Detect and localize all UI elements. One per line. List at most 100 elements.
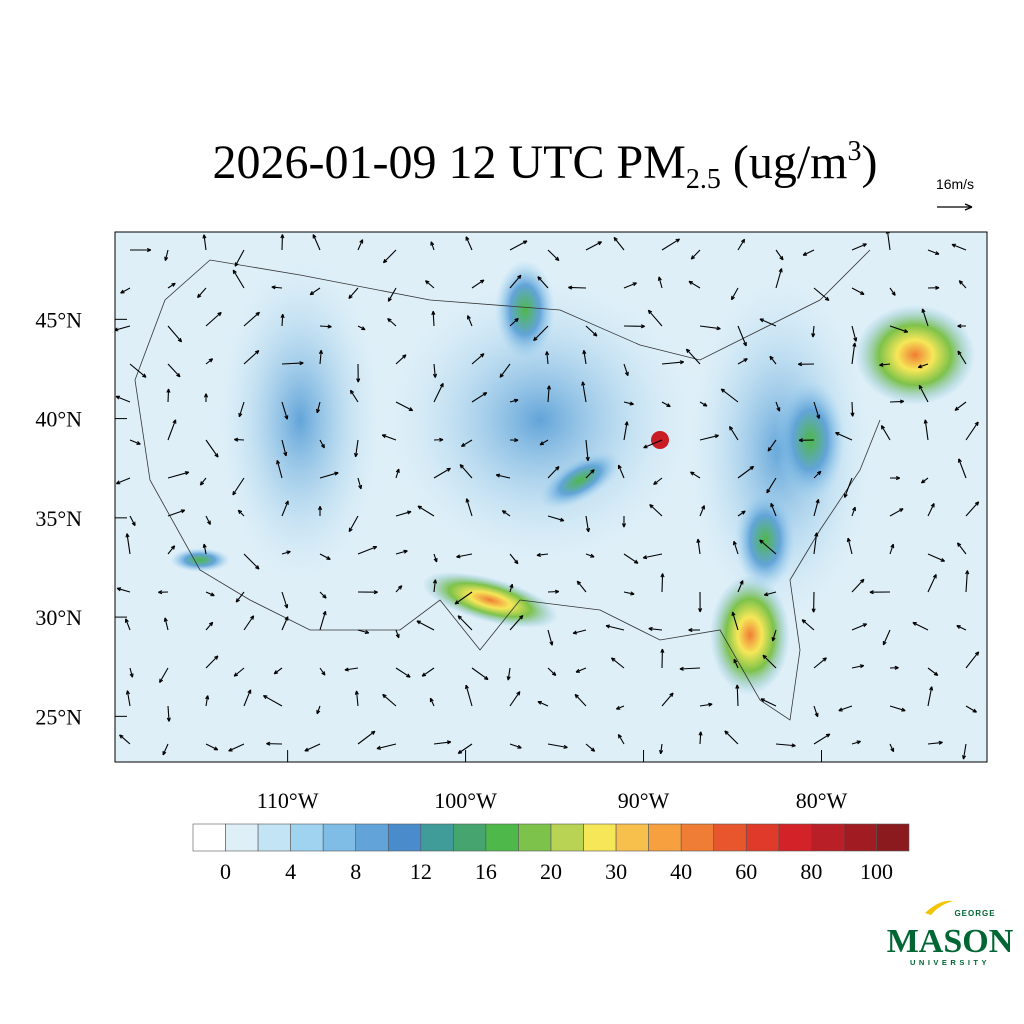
wind-arrow <box>889 475 901 481</box>
wind-arrow <box>965 651 980 669</box>
wind-arrow <box>349 389 359 403</box>
map-frame <box>114 231 988 763</box>
field-blob <box>422 572 558 628</box>
wind-arrow <box>238 401 245 418</box>
colorbar: 0 4 8 12 16 20 30 40 60 80 100 <box>192 823 910 884</box>
wind-arrow <box>344 667 359 672</box>
field-blob <box>220 260 380 580</box>
wind-arrow <box>759 318 777 327</box>
wind-arrow <box>116 587 131 593</box>
wind-arrow <box>547 667 557 677</box>
wind-arrow <box>885 232 891 251</box>
wind-arrow <box>696 538 701 555</box>
wind-arrow <box>775 268 783 289</box>
wind-arrow <box>205 311 222 327</box>
wind-arrow <box>690 249 701 260</box>
wind-arrow <box>920 477 929 484</box>
logo-main: MASON <box>887 923 1014 960</box>
wind-arrow <box>965 570 970 593</box>
wind-arrow <box>617 464 625 479</box>
wind-arrow <box>850 401 855 417</box>
wind-arrow <box>162 743 169 756</box>
wind-arrow <box>115 477 131 485</box>
wind-arrow <box>203 393 209 403</box>
wind-arrow <box>660 573 665 593</box>
wind-arrow <box>129 247 152 253</box>
wind-arrow <box>927 553 946 562</box>
reference-vector-label: 16m/s <box>936 176 974 192</box>
wind-arrow <box>813 733 831 745</box>
wind-arrow <box>767 439 777 452</box>
colorbar-box <box>322 823 357 852</box>
wind-arrow <box>811 591 816 613</box>
wind-arrow <box>433 740 452 745</box>
wind-arrow <box>376 743 397 750</box>
wind-arrow <box>115 325 131 332</box>
wind-arrow <box>851 664 865 669</box>
wind-arrow <box>432 363 438 378</box>
wind-arrow <box>266 741 283 746</box>
wind-arrow <box>623 591 635 596</box>
wind-arrow <box>243 615 255 631</box>
wind-arrow <box>319 591 327 599</box>
wind-arrow <box>965 501 980 517</box>
wind-arrow <box>642 553 663 560</box>
wind-arrow <box>574 693 587 707</box>
wind-arrow <box>889 325 909 333</box>
wind-arrow <box>395 549 408 555</box>
wind-arrow <box>228 743 245 752</box>
colorbar-box <box>453 823 487 852</box>
wind-arrow <box>281 401 289 420</box>
wind-arrow <box>167 419 177 441</box>
colorbar-label: 16 <box>475 859 497 884</box>
wind-arrow <box>661 238 681 251</box>
wind-arrow <box>661 401 671 408</box>
wind-arrow <box>273 667 283 675</box>
y-tick-label: 45°N <box>35 307 82 332</box>
colorbar-label: 20 <box>540 859 562 884</box>
wind-arrow <box>395 468 400 479</box>
wind-arrow <box>533 325 549 342</box>
wind-arrow <box>958 458 967 479</box>
wind-arrow <box>962 743 967 760</box>
wind-arrow <box>234 249 245 267</box>
wind-arrow <box>125 690 131 707</box>
wind-arrow <box>356 363 361 383</box>
wind-arrow <box>623 421 629 441</box>
colorbar-label: 0 <box>220 859 231 884</box>
field-blob <box>735 490 795 590</box>
wind-arrow <box>927 574 937 593</box>
colorbar-box <box>648 823 682 852</box>
wind-arrow <box>395 629 400 639</box>
colorbar-box <box>257 823 291 852</box>
wind-arrow <box>954 401 967 411</box>
wind-arrow <box>720 388 739 403</box>
colorbar-box <box>615 823 649 852</box>
wind-arrow <box>167 509 186 517</box>
logo-flame <box>925 900 953 915</box>
colorbar-box <box>387 823 422 852</box>
wind-arrow <box>927 740 943 745</box>
wind-arrow <box>280 313 285 327</box>
wind-arrow <box>813 499 820 517</box>
wind-vectors <box>115 232 980 760</box>
y-tick-label: 40°N <box>35 407 82 432</box>
wind-arrow <box>729 425 739 441</box>
wind-arrow <box>585 553 595 558</box>
wind-arrow <box>417 505 435 517</box>
colorbar-box <box>485 823 519 852</box>
wind-arrow <box>357 545 378 555</box>
wind-arrow <box>813 470 822 479</box>
wind-arrow <box>243 689 252 707</box>
wind-arrow <box>205 358 214 365</box>
wind-arrow <box>262 695 283 707</box>
wind-arrow <box>643 439 663 449</box>
wind-arrow <box>775 743 796 748</box>
wind-arrow <box>965 705 978 713</box>
wind-arrow <box>465 684 473 707</box>
wind-arrow <box>205 591 215 597</box>
colorbar-label: 4 <box>285 859 296 884</box>
wind-arrow <box>317 505 323 517</box>
field-blob <box>170 548 230 572</box>
wind-arrow <box>304 743 321 752</box>
